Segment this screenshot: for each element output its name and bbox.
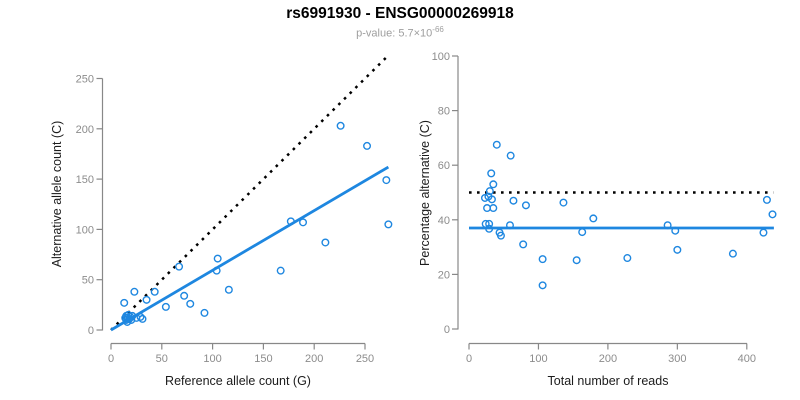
- y-axis-tick-label: 20: [438, 269, 450, 281]
- y-axis-tick-label: 50: [82, 275, 94, 287]
- y-axis-tick-label: 80: [438, 106, 450, 118]
- data-point: [521, 201, 530, 210]
- data-point: [589, 214, 598, 223]
- y-axis-tick-label: 0: [88, 325, 94, 337]
- pvalue-exponent: -66: [432, 25, 444, 34]
- plot-subtitle: p-value: 5.7×10-66: [0, 25, 800, 40]
- y-axis-tick-label: 100: [76, 224, 94, 236]
- data-point: [759, 228, 768, 237]
- data-point: [538, 281, 547, 290]
- data-point: [299, 218, 308, 227]
- x-axis-tick-label: 300: [668, 353, 686, 365]
- data-point: [728, 249, 737, 258]
- data-point: [120, 298, 129, 307]
- x-axis-tick-label: 100: [529, 353, 547, 365]
- left-y-axis-title: Alternative allele count (C): [50, 120, 64, 268]
- x-axis-tick-label: 0: [466, 353, 472, 365]
- y-axis-tick-label: 60: [438, 160, 450, 172]
- data-point: [578, 228, 587, 237]
- data-point: [485, 219, 494, 228]
- data-point: [276, 266, 285, 275]
- data-point: [384, 220, 393, 229]
- data-point: [180, 291, 189, 300]
- data-point: [213, 254, 222, 263]
- data-point: [224, 285, 233, 294]
- data-point: [186, 299, 195, 308]
- x-axis-tick-label: 200: [305, 353, 323, 365]
- left-x-axis-title: Reference allele count (G): [165, 374, 311, 388]
- data-point: [496, 231, 505, 240]
- data-point: [489, 204, 498, 213]
- x-axis-tick-label: 50: [156, 353, 168, 365]
- data-point: [336, 121, 345, 130]
- identity-line: [110, 55, 389, 331]
- data-point: [572, 256, 581, 265]
- data-point: [136, 312, 145, 321]
- data-point: [506, 151, 515, 160]
- data-point: [768, 210, 777, 219]
- data-point: [200, 308, 209, 317]
- y-axis-tick-label: 200: [76, 124, 94, 136]
- x-axis-tick-label: 0: [108, 353, 114, 365]
- data-point: [150, 287, 159, 296]
- data-point: [321, 238, 330, 247]
- right-x-axis-title: Total number of reads: [547, 374, 669, 388]
- x-axis-tick-label: 250: [356, 353, 374, 365]
- x-axis-tick-label: 150: [254, 353, 272, 365]
- plot-title: rs6991930 - ENSG00000269918: [286, 5, 514, 22]
- data-point: [161, 302, 170, 311]
- y-axis-tick-label: 40: [438, 215, 450, 227]
- data-point: [489, 180, 498, 189]
- data-point: [175, 262, 184, 271]
- data-point: [212, 266, 221, 275]
- data-point: [382, 176, 391, 185]
- data-point: [485, 187, 494, 196]
- data-point: [559, 198, 568, 207]
- data-point: [485, 224, 494, 233]
- y-axis-tick-label: 150: [76, 174, 94, 186]
- data-point: [671, 226, 680, 235]
- data-point: [142, 295, 151, 304]
- data-point: [509, 196, 518, 205]
- data-point: [663, 221, 672, 230]
- data-point: [673, 245, 682, 254]
- pvalue-text: p-value: 5.7×10: [356, 27, 433, 40]
- data-point: [127, 315, 136, 324]
- x-axis-tick-label: 200: [599, 353, 617, 365]
- data-point: [519, 240, 528, 249]
- x-axis-tick-label: 400: [738, 353, 756, 365]
- data-point: [286, 217, 295, 226]
- data-point: [128, 311, 137, 320]
- data-point: [538, 255, 547, 264]
- data-point: [487, 169, 496, 178]
- data-point: [505, 221, 514, 230]
- data-point: [762, 195, 771, 204]
- data-point: [487, 195, 496, 204]
- data-point: [138, 314, 147, 323]
- data-point: [492, 140, 501, 149]
- right-y-axis-title: Percentage alternative (C): [418, 120, 432, 266]
- regression-line: [110, 165, 390, 332]
- x-axis-tick-label: 100: [203, 353, 221, 365]
- y-axis-tick-label: 250: [76, 74, 94, 86]
- data-point: [130, 287, 139, 296]
- y-axis-tick-label: 0: [444, 324, 450, 336]
- data-point: [623, 254, 632, 263]
- data-point: [363, 141, 372, 150]
- y-axis-tick-label: 100: [432, 51, 450, 63]
